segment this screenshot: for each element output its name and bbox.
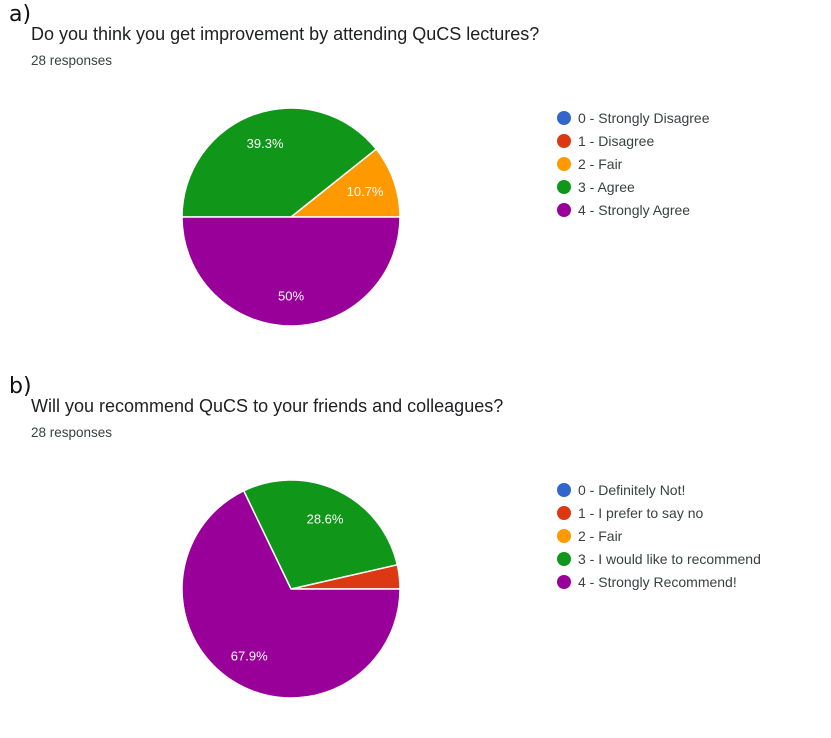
chart-title-a: Do you think you get improvement by atte…: [31, 24, 540, 44]
response-count-a: 28 responses: [31, 53, 113, 68]
legend-label: 4 - Strongly Recommend!: [578, 574, 737, 591]
legend-swatch-icon: [557, 528, 571, 543]
legend-item[interactable]: 0 - Definitely Not!: [557, 478, 761, 501]
legend-b: 0 - Definitely Not! 1 - I prefer to say …: [557, 478, 761, 594]
legend-swatch-icon: [557, 156, 571, 171]
legend-swatch-icon: [557, 110, 571, 125]
chart-title-b: Will you recommend QuCS to your friends …: [31, 396, 504, 416]
pie-slice[interactable]: [181, 216, 401, 327]
legend-swatch-icon: [557, 133, 571, 148]
legend-swatch-icon: [557, 482, 571, 497]
pie-slice[interactable]: [181, 107, 378, 218]
slice-data-label: 67.9%: [231, 648, 268, 663]
legend-label: 2 - Fair: [578, 155, 623, 172]
legend-swatch-icon: [557, 505, 571, 520]
legend-label: 0 - Strongly Disagree: [578, 109, 710, 126]
pie-chart-b: 28.6% 67.9%: [181, 479, 401, 699]
legend-item[interactable]: 1 - I prefer to say no: [557, 501, 761, 524]
legend-item[interactable]: 1 - Disagree: [557, 129, 710, 152]
pie-slice[interactable]: [288, 147, 401, 218]
slice-data-label: 50%: [278, 288, 304, 303]
legend-item[interactable]: 0 - Strongly Disagree: [557, 106, 710, 129]
legend-swatch-icon: [557, 203, 571, 218]
slice-data-label: 39.3%: [247, 136, 284, 151]
chart-panel-a: a) Do you think you get improvement by a…: [0, 0, 831, 366]
legend-item[interactable]: 3 - I would like to recommend: [557, 548, 761, 571]
legend-item[interactable]: 4 - Strongly Agree: [557, 199, 710, 222]
legend-label: 4 - Strongly Agree: [578, 202, 691, 219]
legend-swatch-icon: [557, 180, 571, 195]
panel-label-b: b): [9, 374, 32, 399]
slice-data-label: 10.7%: [347, 184, 384, 199]
legend-label: 2 - Fair: [578, 527, 623, 544]
legend-item[interactable]: 4 - Strongly Recommend!: [557, 571, 761, 594]
legend-swatch-icon: [557, 575, 571, 590]
chart-panel-b: b) Will you recommend QuCS to your frien…: [0, 372, 831, 738]
legend-label: 3 - I would like to recommend: [578, 551, 761, 568]
pie-slice[interactable]: [242, 479, 399, 590]
legend-label: 0 - Definitely Not!: [578, 481, 686, 498]
legend-label: 3 - Agree: [578, 179, 635, 196]
legend-label: 1 - I prefer to say no: [578, 504, 704, 521]
response-count-b: 28 responses: [31, 425, 113, 440]
panel-label-a: a): [9, 2, 32, 27]
legend-swatch-icon: [557, 552, 571, 567]
legend-item[interactable]: 2 - Fair: [557, 524, 761, 547]
legend-label: 1 - Disagree: [578, 132, 655, 149]
pie-chart-a: 10.7% 39.3% 50%: [181, 107, 401, 327]
legend-item[interactable]: 2 - Fair: [557, 152, 710, 175]
slice-data-label: 28.6%: [307, 511, 344, 526]
pie-slice[interactable]: [181, 489, 401, 699]
legend-a: 0 - Strongly Disagree 1 - Disagree 2 - F…: [557, 106, 710, 222]
legend-item[interactable]: 3 - Agree: [557, 176, 710, 199]
